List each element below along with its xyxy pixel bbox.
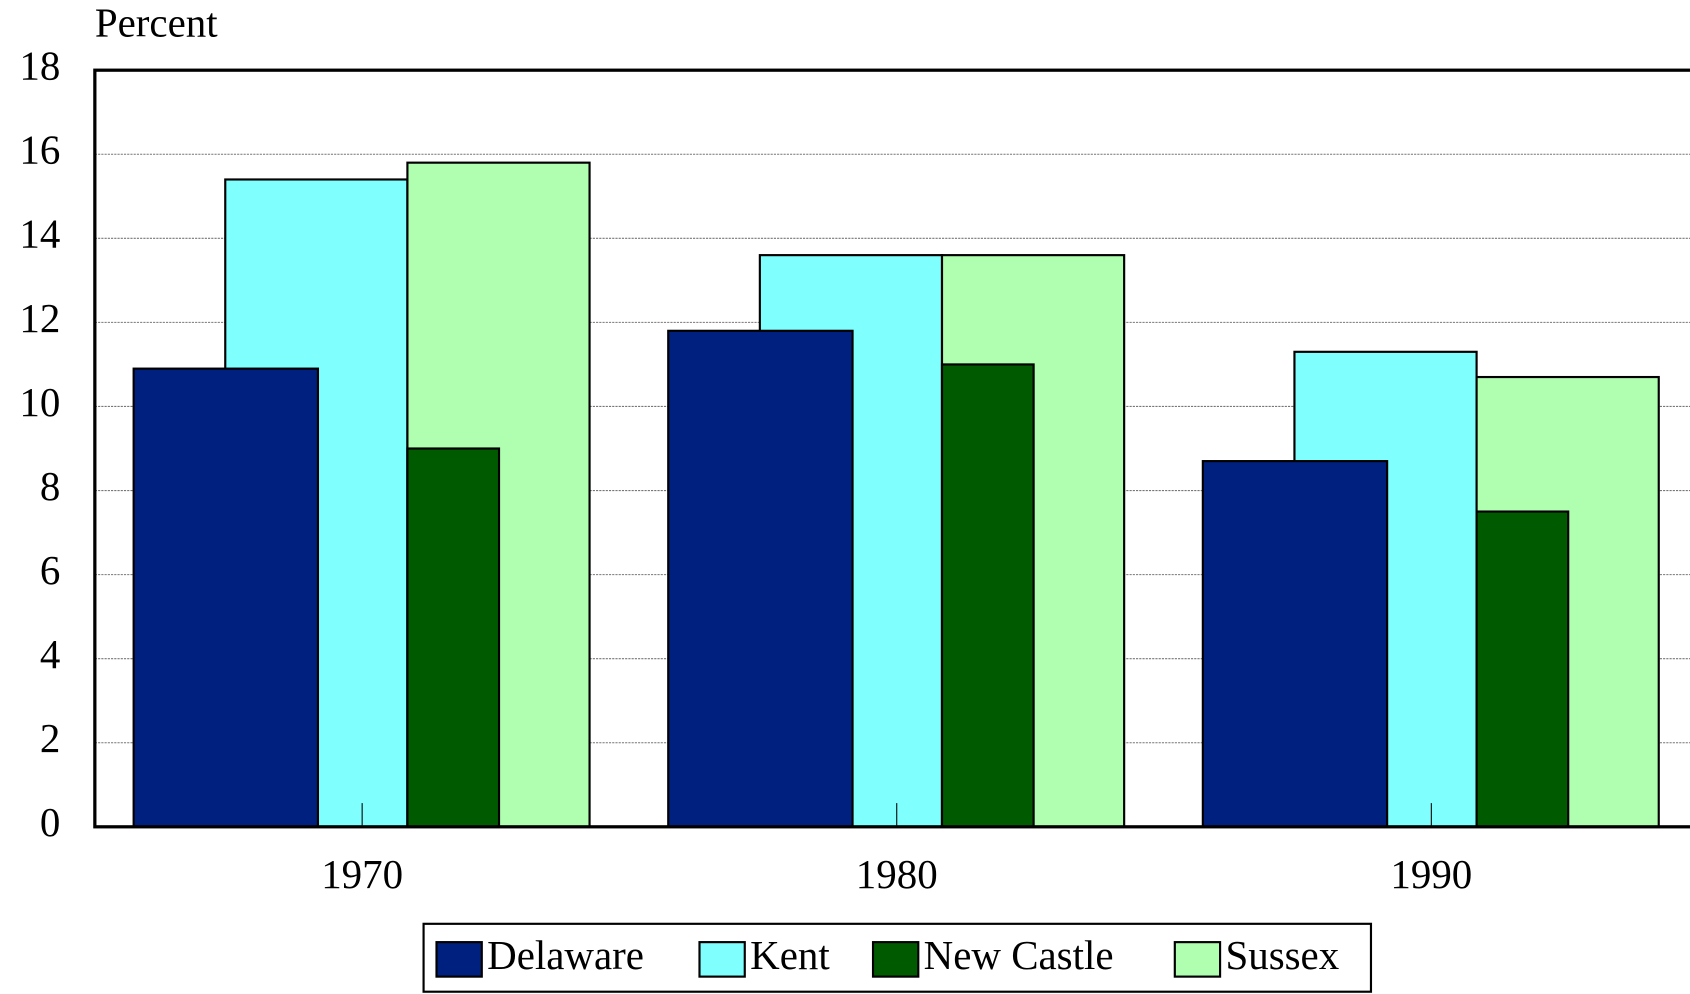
legend-swatch — [435, 941, 483, 978]
y-tick-label: 12 — [19, 296, 60, 341]
y-tick-label: 4 — [40, 632, 60, 677]
legend-label: New Castle — [924, 933, 1114, 978]
x-tick-label: 1980 — [856, 852, 938, 897]
y-axis-label: Percent — [95, 0, 218, 45]
y-tick-label: 6 — [40, 548, 60, 593]
legend-label: Kent — [750, 933, 830, 978]
bar — [132, 367, 320, 828]
legend-swatch — [698, 941, 746, 978]
legend-label: Delaware — [487, 933, 644, 978]
bar — [406, 447, 501, 828]
y-tick-label: 16 — [19, 128, 60, 173]
x-tick-label: 1990 — [1390, 852, 1472, 897]
y-tick-label: 10 — [19, 380, 60, 425]
bar — [1201, 460, 1389, 828]
plot-frame — [93, 68, 1690, 829]
y-tick-label: 14 — [19, 212, 60, 257]
legend-label: Sussex — [1225, 933, 1339, 978]
y-tick-label: 18 — [19, 44, 60, 89]
x-tick-label: 1970 — [321, 852, 403, 897]
y-tick-label: 8 — [40, 464, 60, 509]
bar — [940, 363, 1035, 828]
y-tick-label: 2 — [40, 716, 60, 761]
y-tick-label: 0 — [40, 800, 60, 845]
bar — [667, 329, 854, 828]
legend-swatch — [1173, 941, 1222, 978]
bar — [1475, 510, 1570, 828]
legend-swatch — [871, 941, 920, 978]
